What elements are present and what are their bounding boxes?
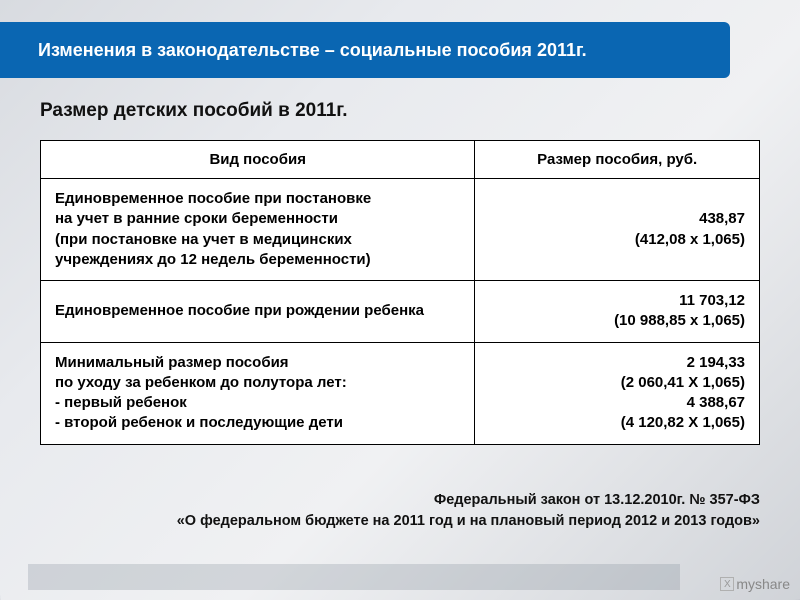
cell-amount: 11 703,12 (10 988,85 x 1,065) <box>475 281 760 343</box>
table-row: Единовременное пособие при рождении ребе… <box>41 281 760 343</box>
watermark-text: myshare <box>736 576 790 592</box>
table-row: Минимальный размер пособия по уходу за р… <box>41 342 760 444</box>
cell-type: Единовременное пособие при рождении ребе… <box>41 281 475 343</box>
table-row: Единовременное пособие при постановке на… <box>41 179 760 281</box>
col-header-amount: Размер пособия, руб. <box>475 141 760 179</box>
subheading: Размер детских пособий в 2011г. <box>40 100 348 122</box>
slide-title: Изменения в законодательстве – социальны… <box>38 40 587 61</box>
footnote: Федеральный закон от 13.12.2010г. № 357-… <box>40 490 760 532</box>
cell-amount: 2 194,33 (2 060,41 X 1,065) 4 388,67 (4 … <box>475 342 760 444</box>
table-header-row: Вид пособия Размер пособия, руб. <box>41 141 760 179</box>
cell-amount: 438,87 (412,08 x 1,065) <box>475 179 760 281</box>
title-bar: Изменения в законодательстве – социальны… <box>0 22 730 78</box>
benefits-table: Вид пособия Размер пособия, руб. Единовр… <box>40 140 760 445</box>
cell-type: Минимальный размер пособия по уходу за р… <box>41 342 475 444</box>
slide-root: Изменения в законодательстве – социальны… <box>0 0 800 600</box>
watermark: X myshare <box>720 576 790 592</box>
footer-strip <box>28 564 680 590</box>
col-header-type: Вид пособия <box>41 141 475 179</box>
cell-type: Единовременное пособие при постановке на… <box>41 179 475 281</box>
watermark-icon: X <box>720 577 734 591</box>
